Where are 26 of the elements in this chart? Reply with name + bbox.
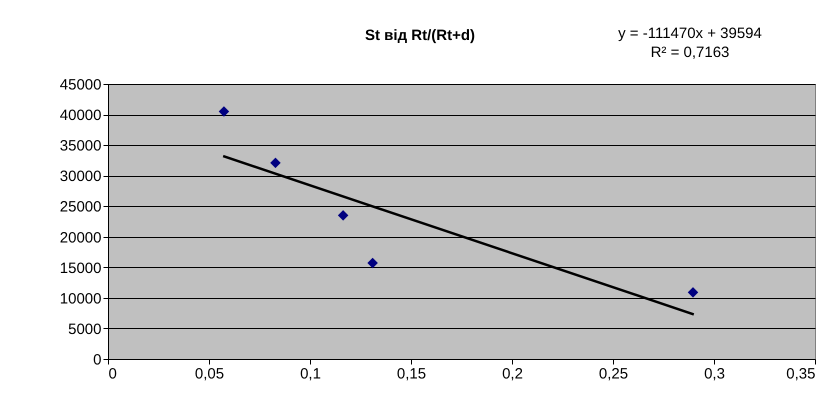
point (688, 287, 698, 298)
y-tick-label: 45000 (60, 76, 102, 94)
y-tick-label: 15000 (60, 260, 102, 277)
text: y = -111470x + 39594 (618, 25, 762, 42)
y-tick-label: 20000 (60, 229, 102, 246)
y-tick-label: 35000 (60, 138, 102, 155)
x-tick-label: 0,25 (598, 366, 628, 382)
y-tick-label: 0 (93, 352, 102, 368)
y-tick-label: 10000 (60, 290, 102, 308)
point (367, 258, 378, 268)
text: R² = 0,7163 (650, 44, 730, 61)
x-tick-label: 0,1 (300, 366, 321, 382)
point (218, 106, 230, 117)
x-tick-label: 0,3 (704, 366, 725, 382)
y-tick-label: 25000 (60, 198, 102, 216)
x-tick-label: 0 (108, 366, 117, 382)
point (270, 158, 281, 168)
x-tick-label: 0,2 (502, 366, 523, 382)
x-tick-label: 0,15 (396, 366, 426, 382)
y-tick-label: 40000 (60, 107, 102, 124)
x-tick-label: 0,05 (194, 366, 224, 382)
y-tick-label: 5000 (68, 320, 102, 338)
y-tick-label: 30000 (60, 168, 102, 186)
x-tick-label: 0,35 (786, 366, 816, 382)
chart-title: St від Rt/(Rt+d) (365, 27, 475, 44)
point (338, 210, 348, 221)
